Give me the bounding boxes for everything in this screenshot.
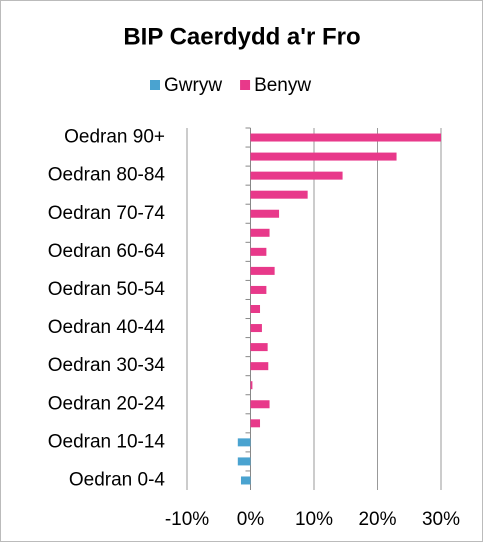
bar (250, 305, 261, 313)
bar (250, 400, 270, 409)
y-tick-label: Oedran 10-14 (48, 431, 166, 452)
x-tick-label: 30% (422, 509, 460, 530)
bar (250, 152, 397, 161)
bar (250, 343, 268, 352)
legend-swatch (150, 80, 160, 90)
bar (250, 171, 343, 180)
bar (237, 457, 251, 466)
y-tick-label: Oedran 70-74 (48, 203, 166, 224)
bar (250, 190, 308, 199)
y-tick-label: Oedran 40-44 (48, 317, 166, 338)
y-tick-label: Oedran 20-24 (48, 393, 166, 414)
y-tick-label: Oedran 60-64 (48, 241, 166, 262)
bar (240, 476, 251, 485)
legend-swatch (240, 80, 251, 90)
x-tick-label: -10% (165, 509, 209, 530)
bar (250, 266, 275, 275)
bar (237, 438, 251, 447)
y-tick-label: Oedran 50-54 (48, 279, 166, 300)
bar (250, 247, 267, 256)
legend-label: Benyw (254, 75, 311, 96)
bar (250, 362, 269, 371)
bar (250, 419, 261, 428)
y-tick-label: Oedran 90+ (64, 127, 165, 148)
bar (250, 285, 267, 294)
x-tick-label: 20% (358, 509, 396, 530)
bar (250, 209, 280, 218)
y-tick-label: Oedran 0-4 (69, 469, 166, 490)
bar (250, 381, 253, 390)
y-tick-label: Oedran 30-34 (48, 355, 166, 376)
chart-title: BIP Caerdydd a'r Fro (123, 23, 360, 50)
x-tick-label: 0% (237, 509, 265, 530)
y-tick-label: Oedran 80-84 (48, 165, 166, 186)
legend-label: Gwryw (164, 75, 222, 96)
bar (250, 133, 441, 142)
x-tick-label: 10% (295, 509, 333, 530)
bar (250, 324, 262, 333)
bar (250, 228, 270, 237)
